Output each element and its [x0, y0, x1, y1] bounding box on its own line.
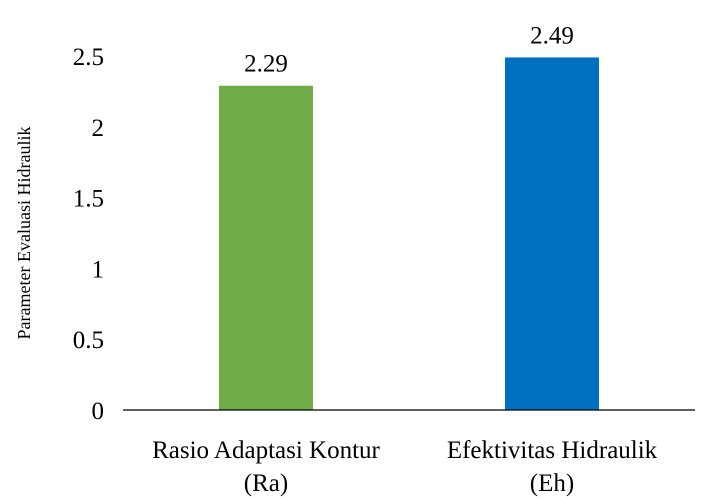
y-tick-label: 0: [92, 398, 105, 425]
category-label: Efektivitas Hidraulik: [447, 437, 658, 464]
y-tick-label: 1.5: [73, 186, 104, 213]
data-labels: 2.29 2.49: [244, 22, 574, 77]
category-label: (Eh): [530, 470, 574, 497]
y-tick-label: 2.5: [73, 44, 104, 71]
bar: [505, 57, 599, 410]
data-label: 2.29: [244, 51, 288, 78]
category-label: (Ra): [244, 470, 288, 497]
bars: [219, 57, 599, 411]
data-label: 2.49: [530, 22, 574, 49]
bar: [219, 85, 313, 411]
y-axis-title-group: Parameter Evaluasi Hidraulik: [14, 127, 34, 340]
y-axis-ticks: 0 0.5 1 1.5 2 2.5: [73, 44, 104, 425]
y-axis-title: Parameter Evaluasi Hidraulik: [14, 127, 34, 340]
category-label: Rasio Adaptasi Kontur: [152, 437, 380, 464]
y-tick-label: 0.5: [73, 327, 104, 354]
y-tick-label: 2: [92, 115, 105, 142]
y-tick-label: 1: [92, 256, 105, 283]
category-labels: Rasio Adaptasi Kontur (Ra) Efektivitas Hid…: [152, 437, 658, 497]
